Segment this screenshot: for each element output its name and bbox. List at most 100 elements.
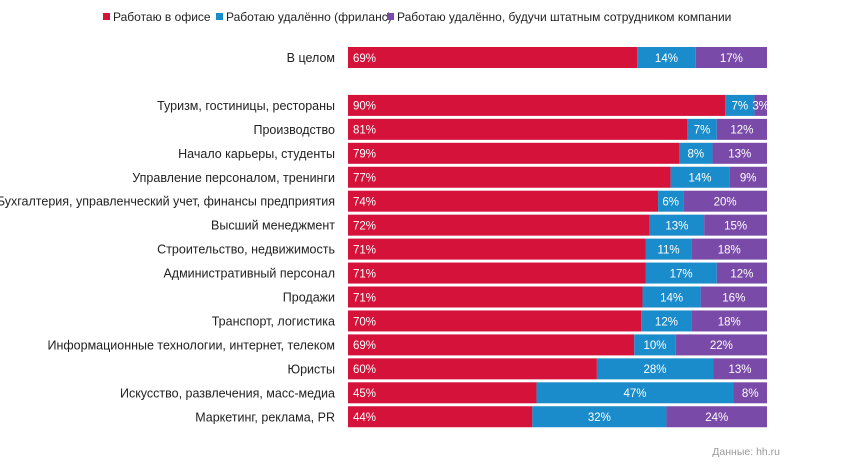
- data-label-s1: 72%: [353, 220, 376, 232]
- bar-segment-s2: [670, 166, 730, 188]
- bar-segment-s2: [679, 142, 713, 164]
- category-label: В целом: [287, 51, 335, 65]
- data-label-s2: 11%: [657, 244, 679, 256]
- bars: 69% 14% 17% 90% 7% 3% 81% 7% 12% 79% 8% 13% 77% 14% 9%…: [348, 47, 769, 428]
- data-label-s3: 12%: [730, 125, 753, 137]
- category-label: Искусство, развлечения, масс-медиа: [120, 386, 335, 400]
- data-label-s3: 8%: [742, 388, 759, 400]
- data-label-s3: 3%: [752, 101, 769, 113]
- bar-segment-s3: [712, 142, 767, 164]
- source-note: Данные: hh.ru: [712, 446, 780, 458]
- data-label-s3: 22%: [710, 340, 733, 352]
- data-label-s3: 18%: [718, 244, 741, 256]
- bar-segment-s1: [348, 94, 726, 116]
- data-label-s1: 71%: [353, 268, 376, 280]
- data-label-s2: 10%: [643, 340, 666, 352]
- data-label-s1: 71%: [353, 244, 376, 256]
- category-label: Производство: [253, 123, 335, 137]
- category-label: Туризм, гостиницы, рестораны: [157, 99, 335, 113]
- bar-segment-s2: [596, 358, 714, 380]
- data-label-s2: 28%: [643, 364, 666, 376]
- legend-label-1: Работаю в офисе: [113, 10, 211, 24]
- data-label-s1: 70%: [353, 316, 376, 328]
- bar-segment-s2: [649, 214, 705, 236]
- data-label-s2: 13%: [665, 220, 688, 232]
- category-label: Маркетинг, реклама, PR: [195, 410, 335, 424]
- data-label-s1: 79%: [353, 149, 376, 161]
- bar-segment-s2: [637, 47, 696, 68]
- bar-segment-s3: [716, 118, 767, 140]
- bar-segment-s3: [733, 382, 767, 404]
- bar-segment-s1: [348, 166, 671, 188]
- category-label: Продажи: [283, 291, 335, 305]
- data-label-s3: 18%: [718, 316, 741, 328]
- bar-segment-s3: [691, 238, 767, 260]
- bar-segment-s2: [658, 190, 684, 212]
- bar-segment-s3: [716, 262, 767, 284]
- bar-segment-s3: [754, 94, 767, 116]
- bar-segment-s2: [536, 382, 734, 404]
- data-label-s1: 71%: [353, 292, 376, 304]
- category-label: Юристы: [287, 362, 335, 376]
- data-label-s1: 90%: [353, 101, 376, 113]
- category-label: Бухгалтерия, управленческий учет, финанс…: [0, 195, 335, 209]
- bar-segment-s2: [532, 406, 667, 428]
- data-label-s1: 69%: [353, 340, 376, 352]
- data-label-s1: 44%: [353, 412, 376, 424]
- bar-segment-s3: [666, 406, 767, 428]
- bar-segment-s3: [691, 310, 767, 332]
- data-label-s1: 60%: [353, 364, 376, 376]
- bar-segment-s2: [641, 310, 692, 332]
- category-label: Управление персоналом, тренинги: [132, 171, 335, 185]
- category-label: Начало карьеры, студенты: [178, 147, 335, 161]
- data-label-s2: 7%: [694, 125, 711, 137]
- data-label-s2: 14%: [660, 292, 683, 304]
- category-labels: В целом Туризм, гостиницы, рестораны Произ…: [0, 51, 335, 424]
- legend-swatch-3: [387, 13, 394, 20]
- legend: Работаю в офисе Работаю удалённо (фриланс…: [103, 10, 731, 24]
- bar-segment-s1: [348, 190, 659, 212]
- bar-segment-s1: [348, 47, 638, 68]
- bar-segment-s3: [704, 214, 767, 236]
- legend-swatch-1: [103, 13, 110, 20]
- bar-segment-s1: [348, 358, 597, 380]
- data-label-s3: 13%: [728, 149, 751, 161]
- data-label-s2: 8%: [687, 149, 704, 161]
- bar-segment-s2: [687, 118, 717, 140]
- category-label: Транспорт, логистика: [212, 314, 335, 328]
- bar-segment-s2: [642, 286, 701, 308]
- bar-segment-s1: [348, 214, 650, 236]
- bar-segment-s1: [348, 382, 537, 404]
- bar-segment-s2: [634, 334, 676, 356]
- data-label-s2: 12%: [655, 316, 678, 328]
- legend-label-2: Работаю удалённо (фриланс): [226, 10, 392, 24]
- legend-label-3: Работаю удалённо, будучи штатным сотрудн…: [397, 10, 731, 24]
- bar-segment-s3: [675, 334, 767, 356]
- bar-segment-s1: [348, 286, 643, 308]
- data-label-s2: 6%: [662, 197, 679, 209]
- bar-segment-s1: [348, 262, 646, 284]
- data-label-s1: 69%: [353, 53, 376, 65]
- data-label-s2: 14%: [688, 173, 711, 185]
- data-label-s2: 32%: [588, 412, 611, 424]
- bar-segment-s1: [348, 142, 680, 164]
- bar-segment-s1: [348, 310, 642, 332]
- data-label-s3: 16%: [722, 292, 745, 304]
- category-label: Строительство, недвижимость: [157, 243, 335, 257]
- bar-segment-s3: [695, 47, 767, 68]
- data-label-s3: 20%: [714, 197, 737, 209]
- data-label-s3: 13%: [729, 364, 752, 376]
- data-label-s2: 7%: [731, 101, 748, 113]
- data-label-s3: 15%: [724, 220, 747, 232]
- bar-segment-s1: [348, 334, 635, 356]
- bar-segment-s3: [683, 190, 767, 212]
- bar-segment-s3: [713, 358, 767, 380]
- category-label: Информационные технологии, интернет, тел…: [48, 338, 336, 352]
- data-label-s1: 74%: [353, 197, 376, 209]
- data-label-s2: 47%: [623, 388, 646, 400]
- data-label-s3: 9%: [740, 173, 757, 185]
- category-label: Высший менеджмент: [211, 219, 335, 233]
- bar-segment-s3: [700, 286, 767, 308]
- category-label: Административный персонал: [163, 267, 335, 281]
